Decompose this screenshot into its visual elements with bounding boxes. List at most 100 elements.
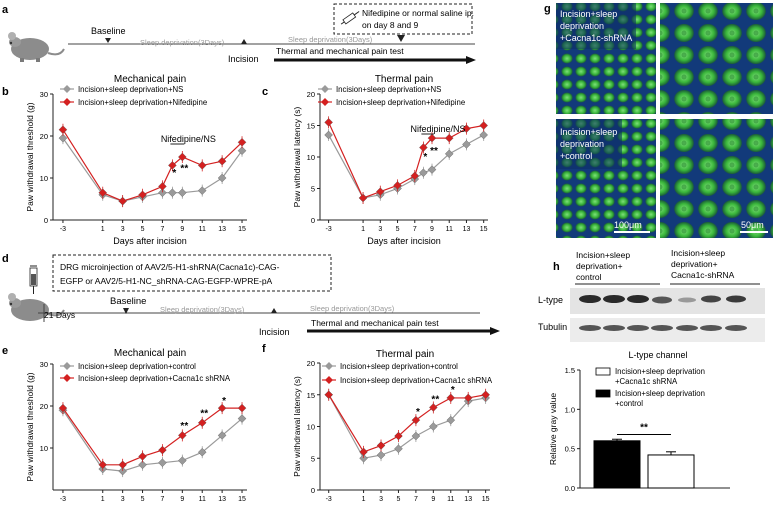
data-point [118,460,127,470]
legend-label: Incision+sleep deprivation+Cacna1c shRNA [78,374,231,383]
panel-d-letter: d [2,253,9,265]
x-tick-label: 3 [378,226,382,233]
d-21days-label: 21 Days [44,310,75,320]
data-point [429,403,438,412]
panel-letter-e: e [2,345,8,357]
legend-marker [63,85,71,93]
panel-h-letter: h [553,261,560,273]
y-tick-label: 5 [311,454,315,463]
d-sleep-label-1: Sleep deprivation(3Days) [160,305,245,314]
data-point [138,460,147,470]
d-sleep-label-2: Sleep deprivation(3Days) [310,304,395,313]
legend-marker [321,98,329,106]
data-point [158,458,167,467]
h-group2-line1: Incision+sleep [671,248,725,258]
significance-star: * [172,168,176,179]
x-tick-label: 11 [199,496,206,503]
significance-star: ** [200,409,208,420]
data-point [98,188,108,197]
significance-star: ** [430,146,438,157]
h-group1-line3: control [576,272,602,282]
data-point [118,466,127,476]
bar-0 [593,440,641,489]
chart-title: Thermal pain [375,74,433,85]
data-point [158,188,167,197]
data-point [197,418,207,428]
data-point [481,390,490,400]
g-label-bottom-1: Incision+sleep [560,127,617,137]
h-group2-line3: Cacna1c-shRNA [671,270,735,280]
x-tick-label: 15 [238,496,246,503]
chart-title: Thermal pain [376,349,434,360]
y-axis-label: Paw withdrawal threshold (g) [25,372,35,481]
x-tick-label: 3 [121,226,125,233]
data-point [429,422,438,431]
data-point [158,445,167,455]
g-label-top-2: deprivation [560,21,604,31]
a-inject-line-1: Nifedipine or normal saline ip. [362,8,474,18]
legend-marker [321,85,329,93]
x-tick-label: 1 [101,226,105,233]
data-point [158,182,167,191]
data-point [411,415,421,425]
panel-letter-c: c [262,86,268,98]
syringe-icon [29,265,38,294]
legend-label: Incision+sleep deprivation+control [340,362,458,371]
data-point [168,188,177,197]
legend-marker [63,98,71,106]
x-tick-label: 9 [431,496,435,503]
x-tick-label: 1 [101,496,105,503]
y-tick-label: 20 [40,132,48,141]
micro-image-bottom-right [660,119,773,238]
data-point [324,130,333,140]
x-tick-label: 5 [141,496,145,503]
series-line-1 [328,122,484,199]
data-point [462,124,471,133]
legend-marker [325,376,333,384]
x-tick-label: 15 [238,226,246,233]
x-tick-label: 15 [480,226,488,233]
data-point [359,447,368,457]
significance-star: * [222,396,226,407]
legend-swatch [595,367,611,376]
legend-label: Incision+sleep deprivation+Cacna1c shRNA [340,376,493,385]
y-tick-label: 15 [307,391,315,400]
legend-marker [325,362,333,370]
y-axis-label: Paw withdrawal latency (s) [292,376,302,477]
x-tick-label: 13 [218,496,226,503]
legend-marker [63,362,71,370]
mouse-icon [8,32,65,62]
data-point [324,118,333,127]
blot-bands [579,295,747,331]
d-box-line-1: DRG microinjection of AAV2/5-H1-shRNA(Ca… [60,262,280,272]
significance-star: ** [180,164,188,175]
data-point [376,441,386,450]
y-tick-label: 10 [40,444,48,453]
y-tick-label: 0 [44,216,48,225]
data-point [394,431,403,441]
data-point [462,140,471,149]
y-tick-label: 0 [311,486,315,495]
x-tick-label: 13 [218,226,226,233]
legend-label: +Cacna1c shRNA [615,377,678,386]
data-point [358,193,368,203]
panel-letter-f: f [262,343,266,355]
g-label-top-1: Incision+sleep [560,9,617,19]
series-line-0 [328,394,486,459]
legend-label: Incision+sleep deprivation+Nifedipine [336,98,465,107]
x-tick-label: 7 [413,226,417,233]
x-tick-label: 7 [160,496,164,503]
x-tick-label: 3 [379,496,383,503]
series-line-0 [62,137,243,202]
data-point [197,186,207,195]
series-line-1 [328,394,486,453]
x-tick-label: 9 [430,226,434,233]
significance-star: * [416,407,420,418]
data-point [217,156,227,166]
y-tick-label: 10 [307,423,315,432]
d-box-line-2: EGFP or AAV2/5-H1-NC_shRNA-CAG-EGFP-WPRE… [60,276,273,286]
data-point [410,171,420,181]
series-line-0 [328,134,484,199]
